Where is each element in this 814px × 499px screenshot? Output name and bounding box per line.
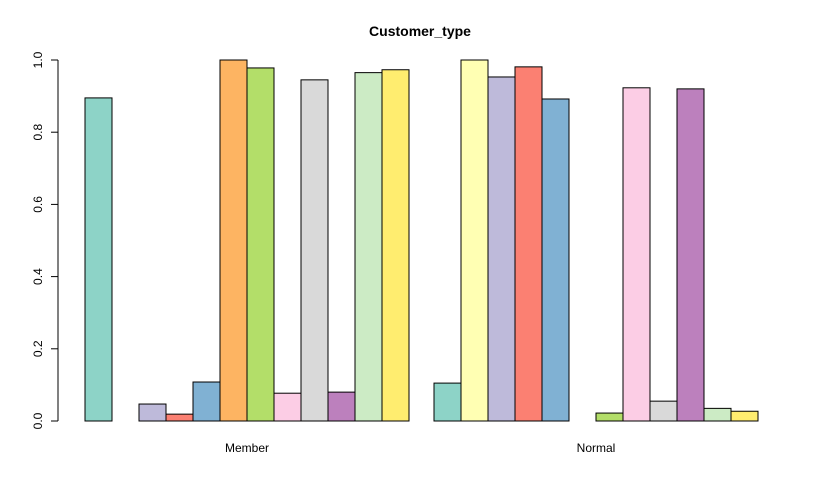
y-tick-label: 0.8 [31,124,45,141]
y-tick-label: 0.2 [31,340,45,357]
bar [514,66,543,422]
category-label: Normal [577,441,616,455]
bar [460,59,489,422]
bar [487,76,516,422]
bar [165,413,194,422]
bar [433,382,462,422]
bar [84,97,113,422]
bar-group [84,59,759,422]
bar [649,400,678,422]
y-tick-label: 0.0 [31,412,45,429]
y-tick-label: 1.0 [31,51,45,68]
bar [354,72,383,422]
bar [703,407,732,422]
bar [246,67,275,422]
bar [381,69,410,422]
category-labels: Member Normal [225,441,615,455]
category-label: Member [225,441,269,455]
y-tick-label: 0.6 [31,196,45,213]
bar [300,79,329,422]
bar [676,88,705,422]
bar [541,98,570,422]
y-axis: 0.0 0.2 0.4 0.6 0.8 1.0 [31,51,59,429]
bar [327,391,356,422]
bar [192,381,221,422]
y-tick-label: 0.4 [31,268,45,285]
chart-title: Customer_type [369,23,471,39]
bar [622,87,651,422]
bar [730,410,759,422]
bar [219,59,248,422]
bar [273,392,302,422]
bar [595,412,624,422]
bar [138,403,167,422]
